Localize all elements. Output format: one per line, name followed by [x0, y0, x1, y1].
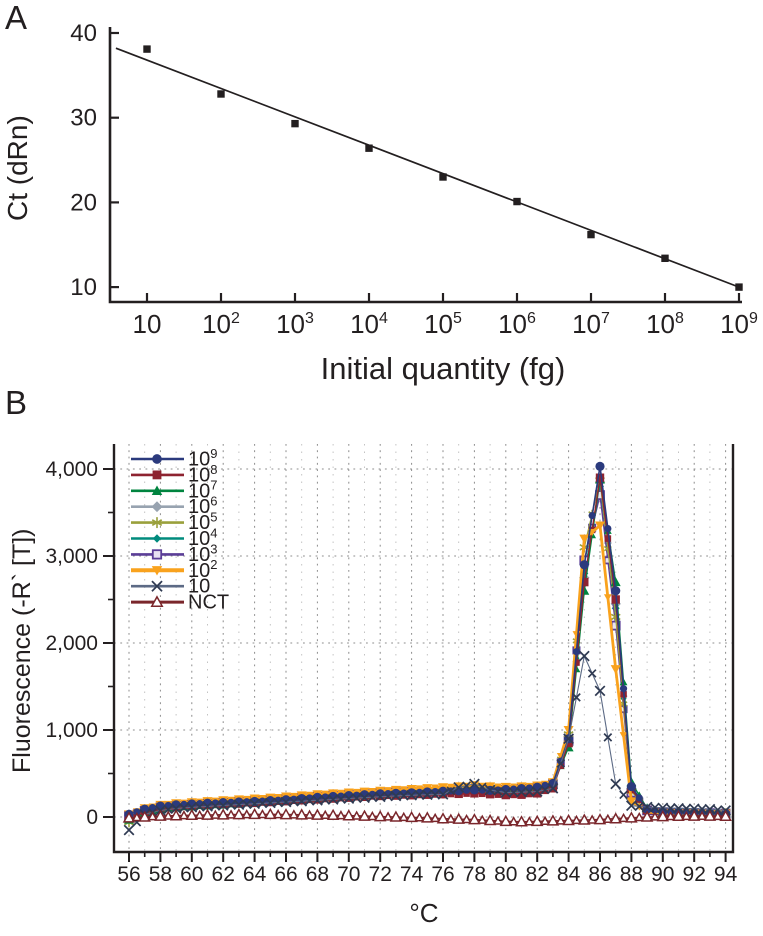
- data-point: [735, 283, 743, 291]
- panel-a-data-points: [143, 45, 743, 291]
- svg-text:109: 109: [720, 309, 758, 339]
- svg-text:78: 78: [463, 863, 486, 886]
- panel-a-letter: A: [5, 0, 28, 36]
- panel-b-letter: B: [5, 384, 28, 421]
- svg-text:58: 58: [149, 863, 172, 886]
- svg-text:72: 72: [369, 863, 392, 886]
- data-point: [661, 254, 669, 263]
- svg-text:86: 86: [588, 863, 611, 886]
- svg-text:64: 64: [243, 863, 267, 886]
- legend-entry-1e5: 105: [131, 510, 217, 535]
- svg-text:10: 10: [70, 274, 97, 301]
- data-point: [143, 45, 151, 53]
- svg-text:109: 109: [188, 446, 217, 471]
- svg-text:68: 68: [306, 863, 329, 886]
- panel-a-chart: 40 30 20 10 10 102 103 104 105 106 107 108 109: [70, 20, 758, 339]
- svg-text:76: 76: [431, 863, 454, 886]
- svg-text:2,000: 2,000: [45, 632, 98, 655]
- svg-text:107: 107: [572, 309, 610, 339]
- data-point: [587, 230, 595, 239]
- panel-a-y-axis: 40 30 20 10: [70, 20, 119, 301]
- panel-a-axes: [108, 27, 742, 304]
- legend-entry-1e7: 107: [131, 478, 217, 503]
- trendline: [115, 47, 743, 290]
- svg-text:40: 40: [70, 20, 97, 47]
- data-point: [365, 144, 373, 152]
- legend-entry-1e8: 108: [131, 462, 217, 487]
- svg-text:102: 102: [202, 309, 240, 339]
- svg-text:105: 105: [424, 309, 462, 339]
- svg-text:20: 20: [70, 189, 97, 216]
- svg-text:10: 10: [188, 576, 210, 598]
- svg-text:NCT: NCT: [188, 592, 229, 614]
- svg-text:74: 74: [400, 863, 424, 886]
- svg-text:103: 103: [276, 309, 314, 339]
- svg-text:4,000: 4,000: [45, 458, 98, 481]
- svg-text:94: 94: [714, 863, 738, 886]
- svg-text:30: 30: [70, 105, 97, 132]
- legend-entry-1e2: 102: [131, 557, 217, 582]
- legend-entry-10: 10: [131, 576, 210, 598]
- svg-text:107: 107: [188, 478, 217, 503]
- series-NCT: [122, 807, 732, 827]
- svg-text:84: 84: [557, 863, 581, 886]
- svg-text:108: 108: [188, 462, 217, 487]
- svg-text:60: 60: [180, 863, 203, 886]
- svg-text:0: 0: [86, 806, 98, 829]
- data-point: [439, 173, 447, 181]
- svg-text:105: 105: [188, 510, 217, 535]
- svg-text:103: 103: [188, 541, 217, 566]
- panel-b-x-axis: 56 58 60 62 64 66 68 70 72 74 76 78 80 82 84 86 88 90 92 94: [117, 852, 738, 886]
- series-10: [123, 650, 732, 836]
- panel-a-x-axis-title: Initial quantity (fg): [320, 351, 566, 386]
- panel-b-chart: 0 1,000 2,000 3,000 4,000 56 58 60 62 64 66 68 70 72 7…: [45, 444, 738, 886]
- legend-entry-1e9: 109: [131, 446, 217, 471]
- svg-text:104: 104: [188, 525, 217, 550]
- svg-text:10: 10: [133, 309, 162, 339]
- panel-a-x-axis: 10 102 103 104 105 106 107 108 109: [133, 293, 758, 339]
- data-point: [291, 119, 299, 128]
- panel-b-axes: [112, 444, 735, 854]
- svg-text:88: 88: [620, 863, 643, 886]
- svg-text:82: 82: [526, 863, 549, 886]
- data-point: [217, 90, 225, 98]
- svg-text:3,000: 3,000: [45, 545, 98, 568]
- panel-b-gridlines: [114, 444, 733, 852]
- svg-text:106: 106: [188, 494, 217, 519]
- svg-text:106: 106: [498, 309, 536, 339]
- svg-text:70: 70: [337, 863, 360, 886]
- svg-text:104: 104: [350, 309, 388, 339]
- svg-text:108: 108: [646, 309, 684, 339]
- data-point: [513, 197, 521, 206]
- panel-b-x-axis-title: °C: [409, 898, 439, 928]
- legend-entry-1e4: 104: [131, 525, 217, 550]
- svg-text:62: 62: [212, 863, 235, 886]
- svg-text:90: 90: [651, 863, 674, 886]
- legend-entry-1e6: 106: [131, 494, 217, 519]
- svg-text:102: 102: [188, 557, 217, 582]
- svg-text:92: 92: [683, 863, 706, 886]
- panel-b-y-axis: 0 1,000 2,000 3,000 4,000: [45, 458, 114, 829]
- svg-text:80: 80: [494, 863, 517, 886]
- svg-text:56: 56: [117, 863, 140, 886]
- legend-entry-NCT: NCT: [131, 592, 229, 614]
- svg-text:66: 66: [274, 863, 297, 886]
- svg-text:1,000: 1,000: [45, 719, 98, 742]
- legend-entry-1e3: 103: [131, 541, 217, 566]
